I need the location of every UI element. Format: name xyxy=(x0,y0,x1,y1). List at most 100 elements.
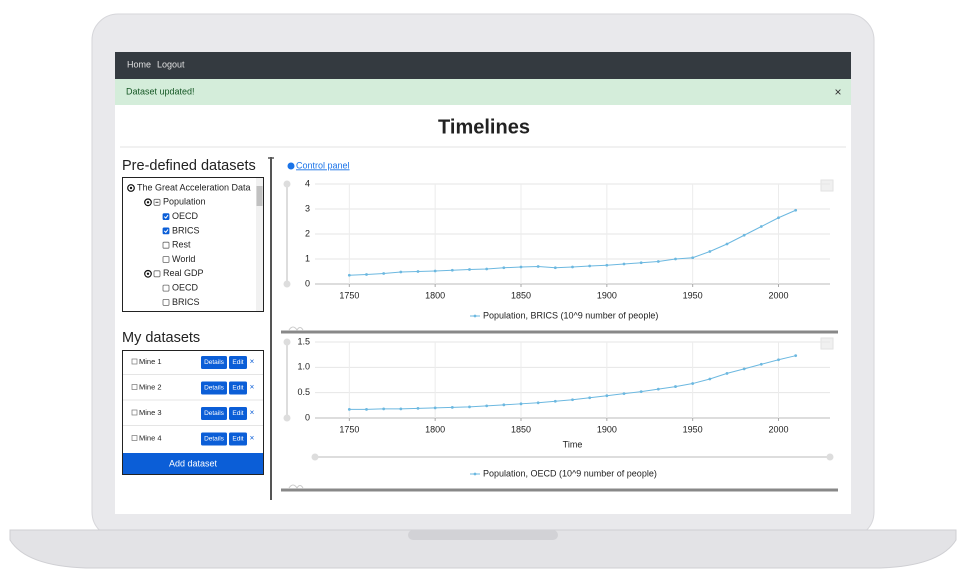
control-panel-link[interactable]: Control panel xyxy=(296,160,350,170)
chart-menu[interactable] xyxy=(820,337,834,350)
scrollbar-thumb[interactable] xyxy=(256,186,263,206)
data-point xyxy=(450,405,454,409)
checkbox[interactable] xyxy=(162,284,170,292)
section-title: Pre-defined datasets xyxy=(122,158,256,174)
data-point xyxy=(742,367,746,371)
resize-grip[interactable] xyxy=(288,326,304,331)
dataset-name: Mine 1 xyxy=(139,357,162,366)
expander-dot xyxy=(146,201,150,204)
data-point xyxy=(794,208,798,212)
add-button-label[interactable]: Add dataset xyxy=(169,458,218,468)
checkbox[interactable] xyxy=(162,213,170,221)
data-point xyxy=(622,262,626,266)
remove-button[interactable]: × xyxy=(250,383,255,392)
data-point xyxy=(571,398,574,402)
data-point xyxy=(691,382,695,385)
data-point xyxy=(450,268,454,272)
x-tick-label: 1750 xyxy=(339,424,359,434)
tree-label: Real GDP xyxy=(163,268,204,278)
checkbox[interactable] xyxy=(131,384,138,390)
remove-button[interactable]: × xyxy=(250,408,255,417)
expander-dot xyxy=(129,186,133,190)
details-label[interactable]: Details xyxy=(204,385,225,392)
control-icon[interactable] xyxy=(287,162,295,170)
nav-link[interactable]: Home xyxy=(127,59,151,69)
data-point xyxy=(674,257,677,261)
data-point xyxy=(725,372,729,375)
data-point xyxy=(759,225,763,228)
edit-button[interactable] xyxy=(229,381,247,395)
tree-label: Rest xyxy=(172,240,191,250)
nav-link[interactable]: Logout xyxy=(157,59,185,69)
alert-text: Dataset updated! xyxy=(126,86,195,96)
edit-label[interactable]: Edit xyxy=(232,385,243,392)
details-label[interactable]: Details xyxy=(204,436,225,443)
details-button[interactable] xyxy=(201,356,227,369)
tree-label: OECD xyxy=(172,282,199,292)
edit-button[interactable] xyxy=(229,356,247,369)
edit-label[interactable]: Edit xyxy=(232,410,243,417)
check-mark xyxy=(163,214,169,219)
expander[interactable] xyxy=(144,269,152,278)
tree-label: Population xyxy=(163,197,206,207)
tree-label: OECD xyxy=(172,211,199,221)
slider-handle[interactable] xyxy=(283,338,291,346)
data-point xyxy=(656,260,660,263)
data-point xyxy=(708,250,712,253)
slider-handle[interactable] xyxy=(283,280,291,288)
data-point xyxy=(622,392,626,396)
y-tick-label: 3 xyxy=(305,203,310,213)
data-point xyxy=(588,264,592,268)
data-point xyxy=(399,270,403,274)
checkbox[interactable] xyxy=(131,358,138,365)
check-mark xyxy=(163,229,169,234)
checkbox[interactable] xyxy=(162,241,170,249)
alert-close[interactable]: × xyxy=(834,85,841,99)
checkbox[interactable] xyxy=(162,256,170,263)
data-point xyxy=(382,407,386,411)
slider-handle[interactable] xyxy=(283,180,291,188)
x-tick-label: 1800 xyxy=(425,424,445,434)
details-label[interactable]: Details xyxy=(204,410,225,417)
edit-button[interactable] xyxy=(229,432,247,446)
remove-button[interactable]: × xyxy=(250,434,255,443)
legend-entry[interactable]: Population, BRICS (10^9 number of people… xyxy=(483,310,658,320)
slider-handle[interactable] xyxy=(826,453,834,461)
details-button[interactable] xyxy=(201,381,227,395)
checkbox[interactable] xyxy=(162,227,170,235)
scrollbar xyxy=(256,178,263,311)
data-point xyxy=(433,269,437,273)
checkbox[interactable] xyxy=(153,270,161,278)
edit-label[interactable]: Edit xyxy=(232,436,243,443)
legend-entry[interactable]: Population, OECD (10^9 number of people) xyxy=(483,468,657,478)
data-point xyxy=(365,273,368,276)
y-tick-label: 1.0 xyxy=(297,362,310,372)
x-tick-label: 1950 xyxy=(683,424,703,434)
chart-menu[interactable] xyxy=(820,179,834,192)
add-button[interactable] xyxy=(123,453,263,474)
details-label[interactable]: Details xyxy=(204,359,225,366)
checkbox[interactable] xyxy=(162,298,170,306)
data-point xyxy=(536,265,540,268)
data-point xyxy=(416,406,420,410)
data-point xyxy=(553,266,557,270)
y-tick-label: 0 xyxy=(305,412,310,422)
edit-label[interactable]: Edit xyxy=(232,359,243,366)
resize-grip[interactable] xyxy=(288,484,304,489)
checkbox[interactable] xyxy=(131,435,138,441)
laptop-base xyxy=(9,529,957,569)
edit-button[interactable] xyxy=(229,407,247,420)
slider-handle[interactable] xyxy=(311,453,319,461)
details-button[interactable] xyxy=(201,432,227,446)
data-point xyxy=(519,402,523,406)
expander[interactable] xyxy=(144,198,152,207)
x-tick-label: 1900 xyxy=(597,290,617,300)
laptop-notch xyxy=(408,530,558,540)
remove-button[interactable]: × xyxy=(250,357,255,366)
expander[interactable] xyxy=(127,184,135,192)
data-point xyxy=(777,358,780,362)
details-button[interactable] xyxy=(201,407,227,420)
slider-handle[interactable] xyxy=(283,414,291,422)
checkbox[interactable] xyxy=(131,409,138,416)
